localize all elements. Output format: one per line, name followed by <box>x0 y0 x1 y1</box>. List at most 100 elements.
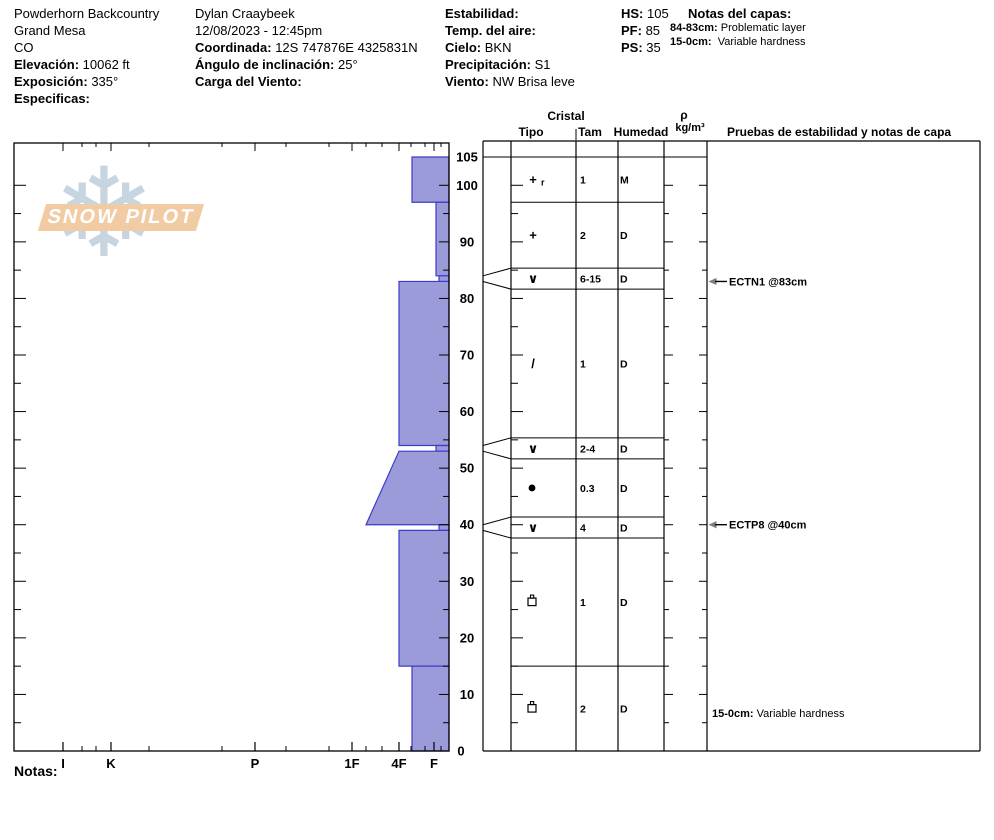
slope-angle-row: Ángulo de inclinación: 25° <box>195 56 418 73</box>
in-chart-layer-note: 15-0cm: Variable hardness <box>712 708 845 720</box>
left-arrow-icon <box>708 521 717 529</box>
ps-row: PS: 35 <box>621 39 669 56</box>
grain-row: ∨ 6-15 D <box>528 271 628 286</box>
header-weather-block: Estabilidad: Temp. del aire: Cielo: BKN … <box>445 5 575 90</box>
layer-note-2-text: Variable hardness <box>717 35 806 48</box>
svg-text:30: 30 <box>460 574 474 589</box>
site-state: CO <box>14 39 159 56</box>
svg-text:D: D <box>620 358 628 370</box>
sky-label: Cielo: <box>445 40 482 55</box>
precip-row: Precipitación: S1 <box>445 56 575 73</box>
svg-text:D: D <box>620 230 628 242</box>
svg-text:20: 20 <box>460 630 474 645</box>
coordinate-row: Coordinada: 12S 747876E 4325831N <box>195 39 418 56</box>
notes-label: Notas: <box>14 763 58 779</box>
coordinate-label: Coordinada: <box>195 40 272 55</box>
grain-row: / 1 D <box>531 356 628 371</box>
grain-type-PP-icon: + <box>529 228 537 243</box>
svg-text:105: 105 <box>456 150 478 165</box>
svg-text:F: F <box>430 756 438 771</box>
hs-value: 105 <box>647 6 669 21</box>
aspect-value: 335° <box>91 74 119 89</box>
svg-text:D: D <box>620 443 628 455</box>
hs-row: HS: 105 <box>621 5 669 22</box>
layer-notes-title: Notas del capas: <box>688 6 792 21</box>
header-layer-notes-block: Notas del capas: 84-83cm: Problematic la… <box>670 5 806 49</box>
stability-annotations: ECTN1 @83cm ECTP8 @40cm 15-0cm: Variable h… <box>708 276 845 720</box>
wind-value: NW Brisa leve <box>492 74 575 89</box>
svg-text:ρ: ρ <box>680 108 687 122</box>
site-region: Grand Mesa <box>14 22 159 39</box>
aspect-label: Exposición: <box>14 74 88 89</box>
header-location-block: Powderhorn Backcountry Grand Mesa CO Ele… <box>14 5 159 107</box>
svg-text:Tam: Tam <box>578 125 602 139</box>
axis-ticks <box>14 143 449 751</box>
svg-text:D: D <box>620 523 628 535</box>
ps-label: PS: <box>621 40 643 55</box>
site-name: Powderhorn Backcountry <box>14 5 159 22</box>
svg-text:90: 90 <box>460 234 474 249</box>
svg-text:ECTN1 @83cm: ECTN1 @83cm <box>729 276 807 288</box>
svg-text:80: 80 <box>460 291 474 306</box>
svg-text:P: P <box>251 756 260 771</box>
layer-note-1-range: 84-83cm: <box>670 22 718 34</box>
layer-bar <box>438 275 450 283</box>
site-region-text: Grand Mesa <box>14 23 86 38</box>
grain-type-SH-icon: ∨ <box>528 441 539 456</box>
svg-text:2-4: 2-4 <box>580 443 595 455</box>
wind-row: Viento: NW Brisa leve <box>445 73 575 90</box>
slope-angle-label: Ángulo de inclinación: <box>195 57 335 72</box>
elevation-value: 10062 ft <box>82 57 130 72</box>
svg-text:I: I <box>61 756 65 771</box>
layer-bar <box>411 665 450 752</box>
svg-text:kg/m³: kg/m³ <box>675 122 705 134</box>
snowpilot-logo: ❄ SNOW PILOT <box>37 152 210 292</box>
grain-row: ∨ 4 D <box>528 520 628 535</box>
layer-bar <box>438 524 450 531</box>
grain-type-SH-icon: ∨ <box>528 520 539 535</box>
observer-name: Dylan Craaybeek <box>195 5 418 22</box>
svg-text:D: D <box>620 483 628 495</box>
layer-bar <box>411 156 450 203</box>
svg-text:D: D <box>620 597 628 609</box>
svg-text:0.3: 0.3 <box>580 483 595 495</box>
wind-loading-label: Carga del Viento: <box>195 74 302 89</box>
svg-text:Tipo: Tipo <box>518 125 543 139</box>
site-name-text: Powderhorn Backcountry <box>14 6 160 21</box>
site-state-text: CO <box>14 40 34 55</box>
svg-text:10: 10 <box>460 687 474 702</box>
air-temp-label: Temp. del aire: <box>445 23 536 38</box>
svg-text:Humedad: Humedad <box>614 125 669 139</box>
hardness-bars <box>365 156 450 752</box>
table-header: Cristal Tipo Tam Humedad ρkg/m³ Pruebas de es… <box>518 108 951 140</box>
layer-bar <box>365 450 450 526</box>
svg-text:M: M <box>620 175 629 187</box>
layer-note-1: 84-83cm: Problematic layer <box>670 22 806 36</box>
layer-bar <box>435 444 450 452</box>
sky-row: Cielo: BKN <box>445 39 575 56</box>
ps-value: 35 <box>646 40 661 55</box>
grain-type-PP rimed-icon: + <box>529 172 537 187</box>
svg-text:4: 4 <box>580 523 586 535</box>
header-snow-heights-block: HS: 105 PF: 85 PS: 35 <box>621 5 669 56</box>
grain-row: ∨ 2-4 D <box>528 441 628 456</box>
layer-note-1-text: Problematic layer <box>720 22 806 34</box>
sky-value: BKN <box>484 40 512 55</box>
svg-text:70: 70 <box>460 348 474 363</box>
svg-text:60: 60 <box>460 404 474 419</box>
wind-loading-row: Carga del Viento: <box>195 73 418 90</box>
layer-note-2: 15-0cm: Variable hardness <box>670 36 806 50</box>
layer-note-2-range: 15-0cm: <box>670 35 712 48</box>
wind-label: Viento: <box>445 74 489 89</box>
slope-angle-value: 25° <box>338 57 358 72</box>
svg-text:1: 1 <box>580 597 586 609</box>
grain-row: + r 1 M <box>529 172 629 188</box>
air-temp-row: Temp. del aire: <box>445 22 575 39</box>
layer-bar <box>398 280 450 447</box>
svg-text:0: 0 <box>457 744 464 759</box>
svg-text:6-15: 6-15 <box>580 274 601 286</box>
svg-text:2: 2 <box>580 230 586 242</box>
svg-text:100: 100 <box>456 178 478 193</box>
pf-row: PF: 85 <box>621 22 669 39</box>
